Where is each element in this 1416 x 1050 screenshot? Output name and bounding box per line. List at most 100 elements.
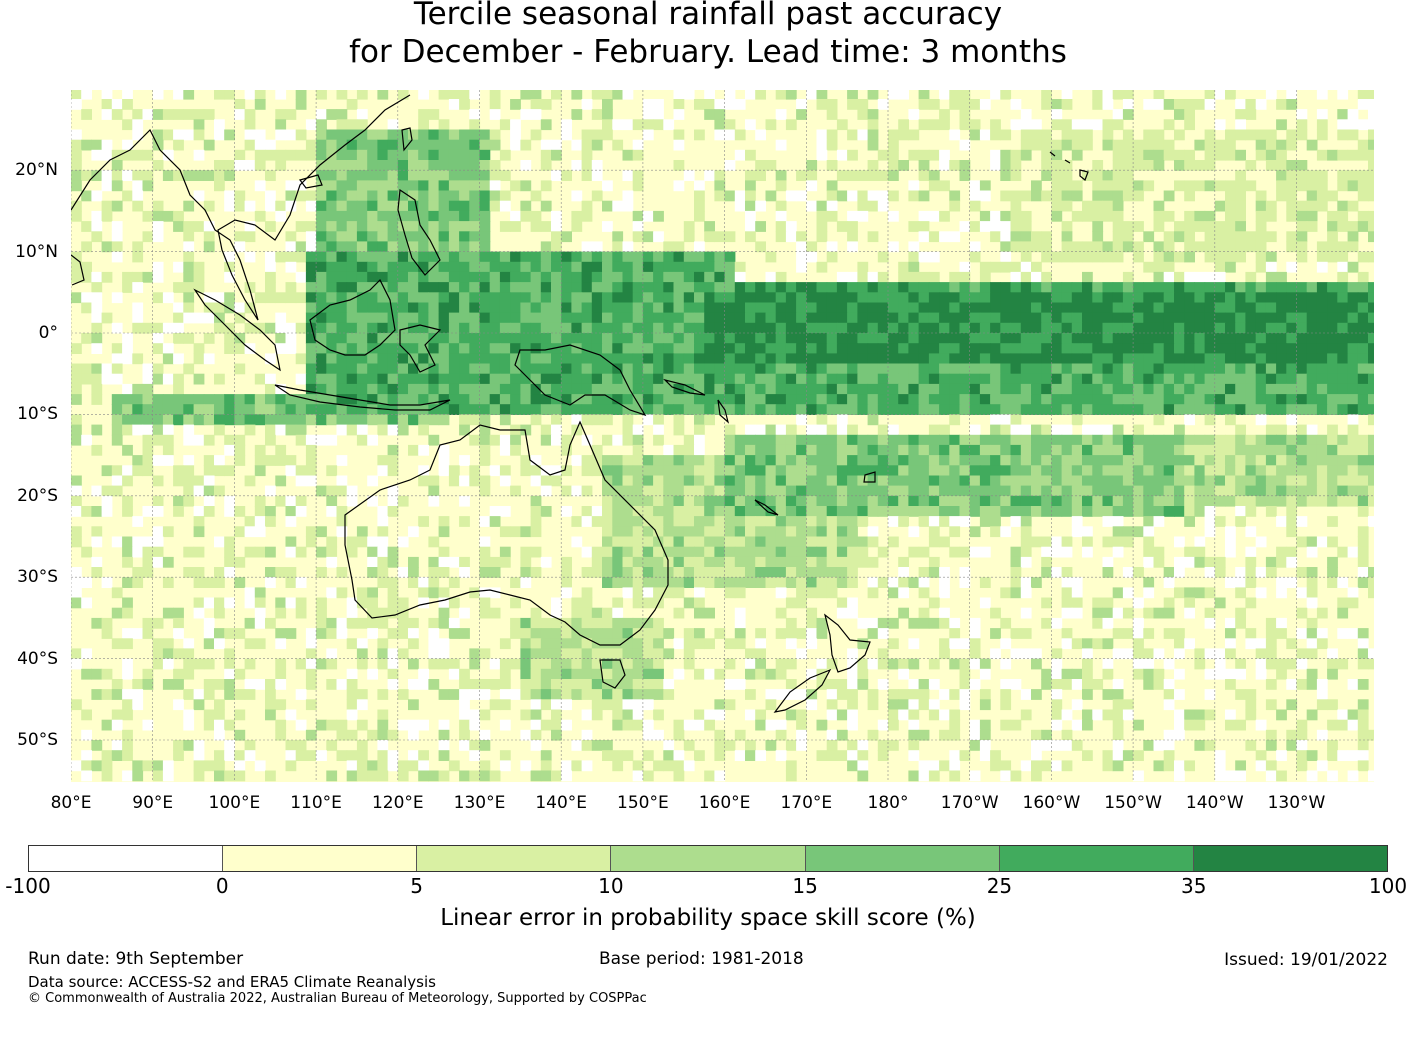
- skill-cell: [387, 577, 399, 588]
- skill-cell: [775, 221, 787, 232]
- skill-cell: [1368, 322, 1374, 334]
- skill-cell: [101, 210, 113, 222]
- skill-cell: [1225, 90, 1236, 100]
- skill-cell: [469, 241, 481, 253]
- skill-cell: [694, 333, 705, 344]
- skill-cell: [1184, 363, 1195, 375]
- skill-cell: [653, 434, 664, 446]
- skill-cell: [602, 90, 613, 100]
- skill-cell: [857, 200, 869, 212]
- skill-cell: [152, 536, 164, 548]
- skill-cell: [591, 617, 603, 629]
- skill-cell: [397, 261, 409, 273]
- skill-cell: [1347, 628, 1359, 639]
- skill-cell: [142, 444, 154, 456]
- skill-cell: [714, 506, 726, 517]
- skill-cell: [316, 261, 327, 273]
- skill-cell: [326, 231, 338, 243]
- skill-cell: [1347, 241, 1359, 253]
- skill-cell: [173, 648, 184, 660]
- skill-cell: [71, 210, 82, 222]
- skill-cell: [632, 292, 644, 304]
- skill-cell: [663, 292, 675, 304]
- skill-cell: [1368, 353, 1374, 365]
- skill-cell: [653, 587, 664, 599]
- skill-cell: [1082, 271, 1093, 283]
- skill-cell: [418, 119, 429, 131]
- skill-cell: [898, 556, 909, 568]
- skill-cell: [1327, 343, 1338, 354]
- skill-cell: [214, 394, 225, 405]
- skill-cell: [928, 679, 940, 690]
- skill-cell: [806, 455, 818, 466]
- skill-cell: [816, 363, 828, 375]
- skill-cell: [979, 190, 991, 202]
- skill-cell: [397, 567, 409, 578]
- skill-cell: [847, 383, 858, 395]
- skill-cell: [939, 363, 950, 375]
- skill-cell: [122, 577, 133, 588]
- skill-cell: [1143, 516, 1155, 527]
- skill-cell: [81, 190, 92, 202]
- skill-cell: [551, 251, 562, 263]
- skill-cell: [1133, 251, 1144, 263]
- skill-cell: [1235, 485, 1246, 497]
- skill-cell: [949, 200, 961, 212]
- skill-cell: [234, 149, 246, 161]
- skill-cell: [683, 221, 695, 232]
- skill-cell: [877, 271, 889, 283]
- skill-cell: [479, 597, 491, 609]
- skill-cell: [806, 282, 818, 293]
- skill-cell: [857, 383, 869, 395]
- skill-cell: [673, 90, 685, 100]
- skill-cell: [469, 322, 481, 334]
- skill-cell: [540, 333, 552, 344]
- skill-cell: [91, 221, 103, 232]
- skill-cell: [275, 495, 287, 507]
- skill-cell: [969, 465, 981, 477]
- skill-cell: [316, 394, 327, 405]
- skill-cell: [683, 261, 695, 273]
- skill-cell: [275, 149, 287, 161]
- skill-cell: [969, 322, 981, 334]
- skill-cell: [1347, 109, 1359, 120]
- skill-cell: [551, 170, 562, 181]
- skill-cell: [755, 668, 766, 680]
- skill-cell: [1286, 302, 1298, 314]
- skill-cell: [898, 292, 909, 304]
- skill-cell: [469, 160, 481, 171]
- skill-cell: [990, 434, 1001, 446]
- skill-cell: [142, 424, 154, 436]
- skill-cell: [561, 271, 572, 283]
- skill-cell: [969, 251, 981, 263]
- skill-cell: [377, 526, 389, 538]
- skill-cell: [1020, 353, 1032, 365]
- skill-cell: [356, 597, 368, 609]
- skill-cell: [111, 180, 123, 192]
- skill-cell: [367, 404, 378, 415]
- skill-cell: [836, 292, 848, 304]
- skill-cell: [714, 333, 726, 344]
- skill-cell: [847, 404, 858, 415]
- skill-cell: [122, 495, 133, 507]
- skill-cell: [1112, 394, 1124, 405]
- skill-cell: [1163, 190, 1175, 202]
- skill-cell: [1245, 455, 1257, 466]
- skill-cell: [959, 434, 971, 446]
- skill-cell: [428, 658, 440, 670]
- skill-cell: [1357, 149, 1369, 161]
- skill-cell: [1010, 312, 1022, 324]
- skill-cell: [632, 465, 644, 477]
- skill-cell: [1184, 353, 1195, 365]
- skill-cell: [785, 353, 797, 365]
- skill-cell: [346, 292, 358, 304]
- skill-cell: [949, 455, 961, 466]
- skill-cell: [653, 577, 664, 588]
- skill-cell: [1020, 607, 1032, 619]
- skill-cell: [561, 444, 572, 456]
- skill-cell: [1112, 322, 1124, 334]
- skill-cell: [551, 302, 562, 314]
- skill-cell: [1245, 383, 1257, 395]
- skill-cell: [1357, 353, 1369, 365]
- skill-cell: [1347, 587, 1359, 599]
